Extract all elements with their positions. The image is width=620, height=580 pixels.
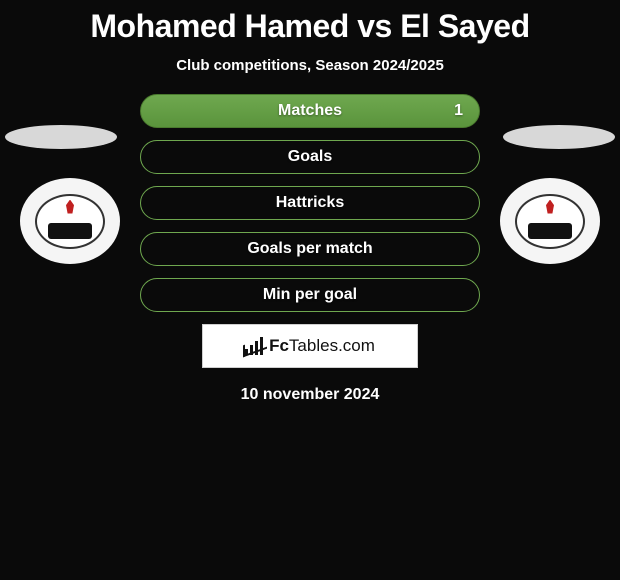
brand-suffix: Tables.com — [289, 336, 375, 355]
stat-label: Min per goal — [141, 286, 479, 304]
date-label: 10 november 2024 — [0, 386, 620, 404]
brand-text: FcTables.com — [269, 336, 375, 356]
club-badge-icon — [515, 194, 585, 249]
player-oval-right — [503, 125, 615, 149]
brand-box: FcTables.com — [202, 324, 418, 368]
club-logo-left — [20, 178, 120, 264]
stat-row-matches: Matches 1 — [140, 94, 480, 128]
page-title: Mohamed Hamed vs El Sayed — [0, 0, 620, 45]
stat-row-goals: Goals — [140, 140, 480, 174]
player-oval-left — [5, 125, 117, 149]
stat-row-hattricks: Hattricks — [140, 186, 480, 220]
stat-row-min-per-goal: Min per goal — [140, 278, 480, 312]
stat-value-right: 1 — [454, 102, 463, 120]
subtitle: Club competitions, Season 2024/2025 — [0, 57, 620, 74]
bar-chart-icon — [245, 337, 263, 355]
stat-label: Goals — [141, 148, 479, 166]
stat-label: Goals per match — [141, 240, 479, 258]
stat-label: Hattricks — [141, 194, 479, 212]
stat-row-goals-per-match: Goals per match — [140, 232, 480, 266]
stats-container: Matches 1 Goals Hattricks Goals per matc… — [140, 94, 480, 312]
brand-prefix: Fc — [269, 336, 289, 355]
club-badge-icon — [35, 194, 105, 249]
club-logo-right — [500, 178, 600, 264]
stat-label: Matches — [141, 102, 479, 120]
